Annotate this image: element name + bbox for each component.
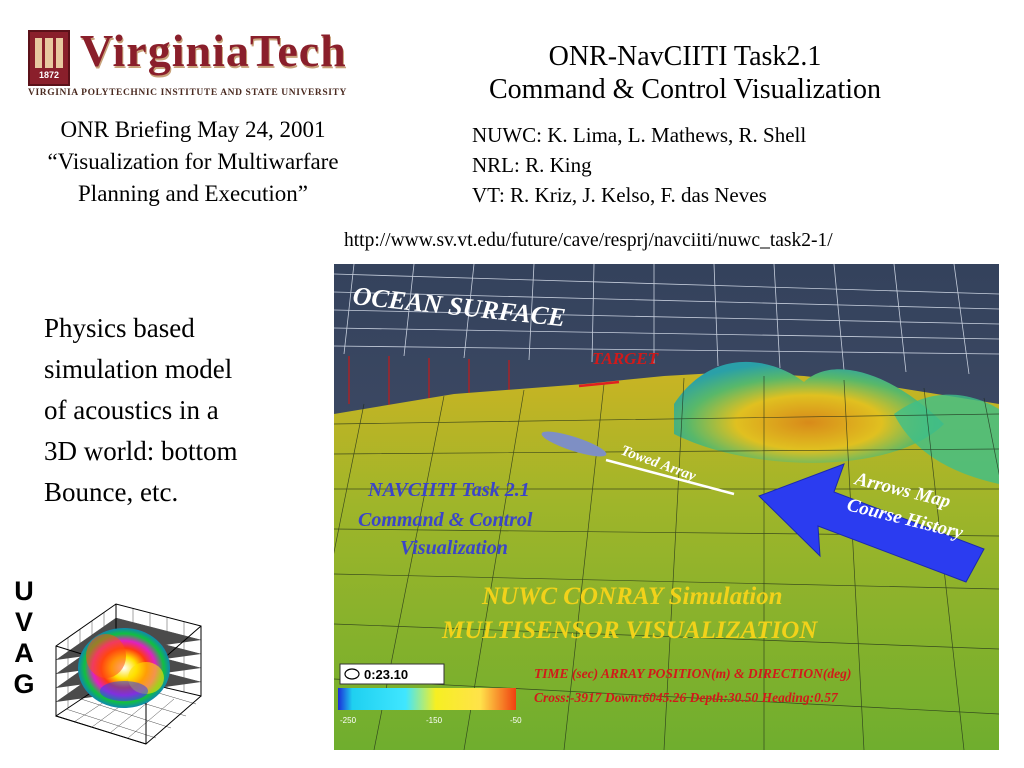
briefing-line-1: ONR Briefing May 24, 2001 <box>60 117 326 142</box>
logo-year: 1872 <box>38 70 60 80</box>
logo-wordmark: VirginiaTech <box>80 25 347 76</box>
towed-array-line <box>605 458 735 496</box>
university-logo: 1872 VirginiaTech VIRGINIA POLYTECHNIC I… <box>22 20 412 100</box>
ocean-surface-grid <box>334 264 999 375</box>
description: Physics based simulation model of acoust… <box>44 308 314 513</box>
briefing-info: ONR Briefing May 24, 2001 “Visualization… <box>8 114 378 210</box>
side-letter: G <box>13 669 35 699</box>
side-label-uvag: U V A G <box>10 576 38 700</box>
seafloor-hill <box>674 361 944 463</box>
description-line-5: Bounce, etc. <box>44 477 179 507</box>
description-line-4: 3D world: bottom <box>44 436 238 466</box>
task-label-1: NAVCIITI Task 2.1 <box>367 479 530 501</box>
timer-box <box>339 663 445 685</box>
acoustic-pattern-image <box>36 596 206 746</box>
timer-value: 0:23.10 <box>364 667 408 682</box>
task-label-3: Visualization <box>400 537 508 559</box>
description-line-1: Physics based <box>44 313 195 343</box>
title-line-1: ONR-NavCIITI Task2.1 <box>548 41 822 72</box>
submarine-icon <box>541 431 607 457</box>
radiation-pattern-shape <box>78 628 170 708</box>
briefing-line-2: “Visualization for Multiwarfare <box>47 149 339 174</box>
team-list: NUWC: K. Lima, L. Mathews, R. Shell NRL:… <box>472 120 806 210</box>
time-position-label: TIME (sec) ARRAY POSITION(m) & DIRECTION… <box>534 666 851 681</box>
description-line-2: simulation model <box>44 354 233 384</box>
simulation-screenshot: OCEAN SURFACE TARGET Towed Array Arrows … <box>334 264 999 750</box>
scale-tick: -50 <box>510 716 522 725</box>
color-scale-bar <box>338 688 516 710</box>
team-nuwc: NUWC: K. Lima, L. Mathews, R. Shell <box>472 123 807 147</box>
position-readout: Cross:-3917 Down:6045.26 Depth:30.50 Hea… <box>534 690 839 705</box>
target-label: TARGET <box>592 349 659 368</box>
side-letter: V <box>14 607 33 637</box>
team-vt: VT: R. Kriz, J. Kelso, F. das Neves <box>472 183 767 207</box>
title-line-2: Command & Control Visualization <box>488 74 882 105</box>
conray-label-2: MULTISENSOR VISUALIZATION <box>441 617 818 644</box>
clock-icon <box>344 668 360 680</box>
task-label-2: Command & Control <box>358 509 533 531</box>
logo-subtitle: VIRGINIA POLYTECHNIC INSTITUTE AND STATE… <box>28 88 347 98</box>
shield-icon: 1872 <box>28 30 70 86</box>
project-url[interactable]: http://www.sv.vt.edu/future/cave/resprj/… <box>344 230 833 251</box>
course-history-arrow-icon <box>758 463 985 583</box>
team-nrl: NRL: R. King <box>472 153 592 177</box>
description-line-3: of acoustics in a <box>44 395 219 425</box>
scale-tick: -250 <box>340 716 357 725</box>
scale-tick: -150 <box>426 716 443 725</box>
sound-rays <box>348 356 510 420</box>
side-letter: U <box>14 576 34 606</box>
briefing-line-3: Planning and Execution” <box>78 181 308 206</box>
target-marker <box>578 380 620 388</box>
page-title: ONR-NavCIITI Task2.1 Command & Control V… <box>430 40 940 106</box>
side-letter: A <box>14 638 34 668</box>
conray-label-1: NUWC CONRAY Simulation <box>481 583 783 610</box>
